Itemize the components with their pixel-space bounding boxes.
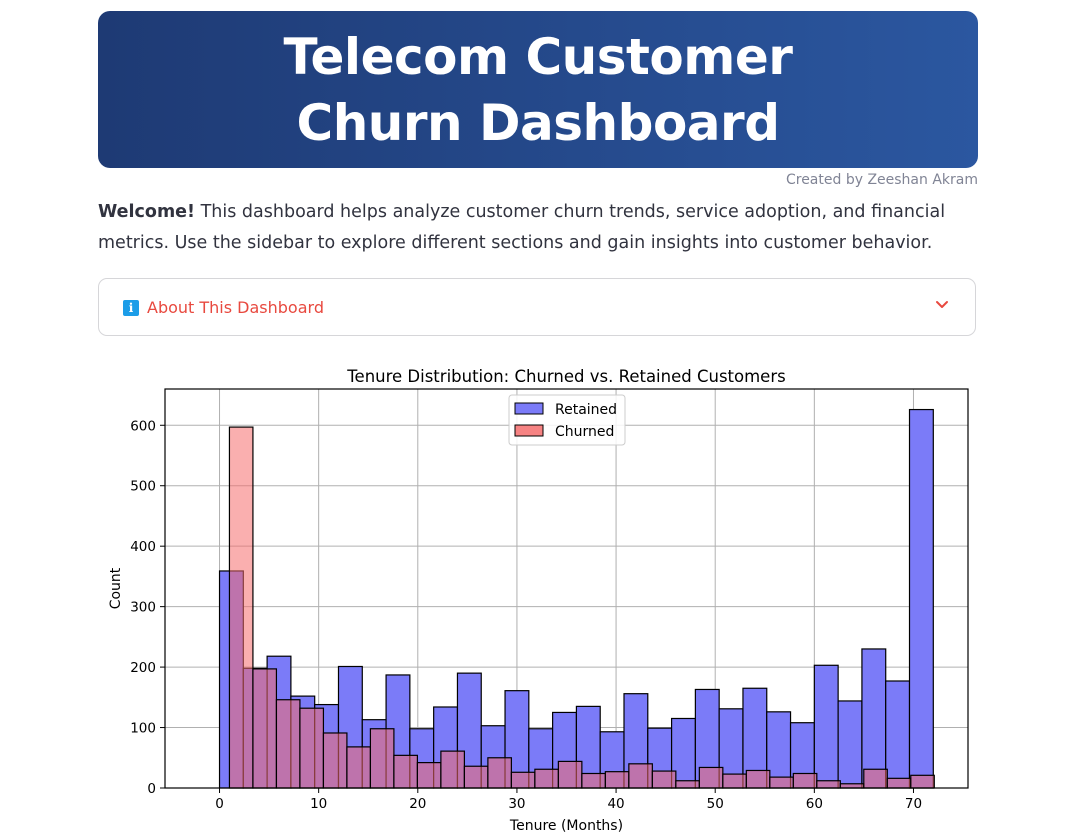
bar-churned bbox=[557, 760, 583, 789]
legend-swatch bbox=[514, 402, 544, 415]
bar-churned bbox=[416, 762, 442, 789]
bar-churned bbox=[228, 426, 254, 789]
bar-retained bbox=[885, 680, 911, 789]
y-tick-label: 300 bbox=[130, 600, 156, 616]
bar-churned bbox=[487, 757, 512, 789]
x-tick-label: 0 bbox=[215, 796, 224, 812]
bar-churned bbox=[440, 750, 465, 789]
y-tick-label: 100 bbox=[130, 721, 156, 737]
x-tick-label: 60 bbox=[806, 796, 823, 812]
plot-frame bbox=[164, 388, 969, 789]
bar-churned bbox=[675, 780, 700, 789]
bar-churned bbox=[769, 776, 794, 789]
x-tick-label: 50 bbox=[707, 796, 724, 812]
bar-churned bbox=[534, 768, 559, 789]
x-tick-label: 40 bbox=[607, 796, 624, 812]
bar-churned bbox=[393, 754, 418, 789]
bar-retained bbox=[813, 664, 839, 789]
x-tick-label: 20 bbox=[409, 796, 426, 812]
x-tick-label: 10 bbox=[310, 796, 327, 812]
bar-churned bbox=[510, 771, 536, 789]
bar-churned bbox=[698, 766, 724, 789]
intro-text: Welcome! This dashboard helps analyze cu… bbox=[98, 197, 998, 259]
y-tick-label: 400 bbox=[130, 539, 156, 555]
bar-churned bbox=[886, 777, 912, 789]
bar-churned bbox=[816, 780, 841, 789]
legend-label: Retained bbox=[555, 402, 617, 418]
chart-title: Tenure Distribution: Churned vs. Retaine… bbox=[346, 367, 785, 386]
bar-retained bbox=[861, 648, 887, 789]
bar-churned bbox=[745, 769, 771, 789]
bar-churned bbox=[252, 668, 278, 789]
bar-churned bbox=[910, 774, 935, 789]
bar-churned bbox=[604, 771, 630, 789]
page-title: Telecom Customer Churn Dashboard bbox=[283, 27, 793, 152]
tenure-histogram: 0 10 20 30 40 50 60 70 0 100 200 300 400 500 600 Tenure… bbox=[108, 367, 969, 834]
bar-churned bbox=[792, 772, 818, 789]
bar-churned bbox=[722, 773, 747, 789]
intro-welcome: Welcome! bbox=[98, 202, 196, 222]
bar-churned bbox=[839, 783, 865, 789]
y-tick-label: 600 bbox=[130, 418, 156, 434]
chevron-down-icon bbox=[936, 301, 948, 308]
bar-churned bbox=[581, 772, 606, 789]
about-expander[interactable]: i About This Dashboard bbox=[98, 278, 976, 336]
bar-churned bbox=[463, 765, 489, 789]
dashboard-header: Telecom Customer Churn Dashboard bbox=[98, 11, 978, 168]
intro-body: This dashboard helps analyze customer ch… bbox=[98, 202, 946, 253]
legend-swatch bbox=[514, 424, 544, 437]
bar-churned bbox=[651, 770, 677, 789]
bar-retained bbox=[908, 408, 934, 789]
y-axis-label: Count bbox=[108, 567, 124, 609]
bar-churned bbox=[628, 763, 653, 789]
bar-retained bbox=[837, 700, 863, 789]
x-tick-label: 70 bbox=[905, 796, 922, 812]
tenure-chart: 0 10 20 30 40 50 60 70 0 100 200 300 400 500 600 Tenure… bbox=[98, 355, 978, 836]
bar-churned bbox=[322, 732, 348, 789]
bar-churned bbox=[346, 746, 372, 789]
bar-churned bbox=[369, 728, 395, 789]
y-tick-label: 200 bbox=[130, 660, 156, 676]
expander-label: About This Dashboard bbox=[147, 298, 324, 317]
y-tick-label: 0 bbox=[147, 781, 156, 797]
x-axis-label: Tenure (Months) bbox=[509, 818, 623, 834]
legend-label: Churned bbox=[555, 424, 614, 440]
author-credit: Created by Zeeshan Akram bbox=[785, 172, 978, 188]
info-icon: i bbox=[123, 300, 139, 316]
y-tick-label: 500 bbox=[130, 479, 156, 495]
bar-churned bbox=[863, 768, 888, 789]
bar-churned bbox=[275, 699, 301, 789]
x-tick-label: 30 bbox=[508, 796, 525, 812]
bar-churned bbox=[299, 707, 325, 789]
